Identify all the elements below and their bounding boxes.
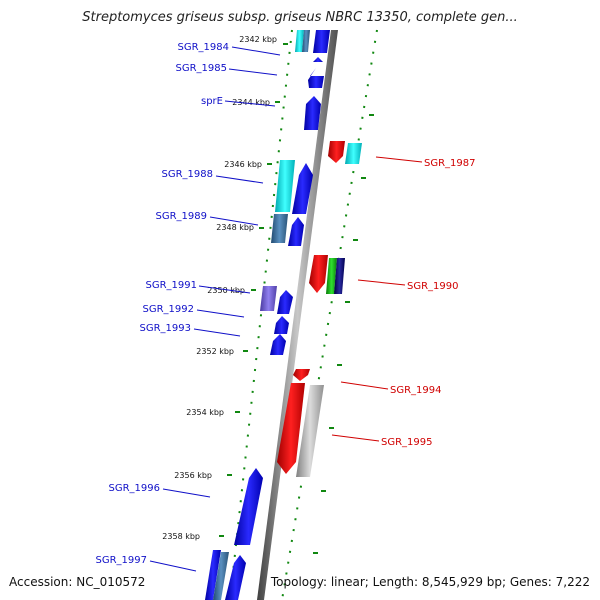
gene-sgr-1990a[interactable] xyxy=(309,255,328,293)
leader-line xyxy=(198,285,251,294)
gene-sgr-1989b[interactable] xyxy=(288,217,304,246)
leader-line xyxy=(162,488,211,498)
gene-label[interactable]: sprE xyxy=(201,96,223,107)
gene-sgr-1987[interactable] xyxy=(345,143,362,164)
gene-label[interactable]: SGR_1997 xyxy=(96,555,148,566)
leader-line xyxy=(231,46,281,56)
tick-label: 2358 kbp xyxy=(162,532,200,541)
gene-sgr-1997c[interactable] xyxy=(225,555,246,600)
gene-sgr-1997b[interactable] xyxy=(213,552,229,600)
gene-label[interactable]: SGR_1984 xyxy=(178,42,230,53)
leader-line xyxy=(340,381,389,390)
left-guide-line xyxy=(229,29,293,600)
gene-label[interactable]: SGR_1996 xyxy=(109,483,161,494)
leader-line xyxy=(149,560,197,572)
gene-labels-right: SGR_1987 SGR_1990 SGR_1994 SGR_1995 xyxy=(381,158,476,448)
tick-label: 2356 kbp xyxy=(174,471,212,480)
gene-label[interactable]: SGR_1988 xyxy=(162,169,214,180)
leader-line xyxy=(357,279,406,286)
leader-line xyxy=(215,175,264,184)
leader-line xyxy=(331,434,380,442)
gene-sgr-1983-part[interactable] xyxy=(295,30,304,52)
gene-label[interactable]: SGR_1989 xyxy=(156,211,208,222)
gene-sgr-1984[interactable] xyxy=(302,30,310,52)
accession-text: Accession: NC_010572 xyxy=(9,575,146,589)
gene-label[interactable]: SGR_1994 xyxy=(390,385,442,396)
gene-sgr-1990[interactable] xyxy=(334,258,345,294)
gene-label[interactable]: SGR_1995 xyxy=(381,437,433,448)
gene-sgr-1996[interactable] xyxy=(234,468,263,545)
gene-sgr-1988b[interactable] xyxy=(292,163,313,214)
gene-sprE[interactable] xyxy=(304,96,321,130)
gene-sgr-1994[interactable] xyxy=(293,369,310,381)
tick-label: 2352 kbp xyxy=(196,347,234,356)
gene-label[interactable]: SGR_1991 xyxy=(146,280,198,291)
topology-stats: Topology: linear; Length: 8,545,929 bp; … xyxy=(270,575,590,589)
gene-forward-top[interactable] xyxy=(313,30,330,53)
map-title: Streptomyces griseus subsp. griseus NBRC… xyxy=(82,10,518,25)
tick-label: 2348 kbp xyxy=(216,223,254,232)
gene-sgr-1991[interactable] xyxy=(260,286,277,311)
gene-sgr-1995[interactable] xyxy=(296,385,324,477)
gene-sgr-1997[interactable] xyxy=(205,550,221,600)
leader-line xyxy=(209,216,259,226)
gene-sgr-1990b[interactable] xyxy=(326,258,337,294)
gene-label[interactable]: SGR_1987 xyxy=(424,158,476,169)
gene-labels-left: SGR_1984 SGR_1985 sprE SGR_1988 SGR_1989… xyxy=(96,42,230,566)
gene-sgr-1993[interactable] xyxy=(274,316,289,334)
gene-label[interactable]: SGR_1993 xyxy=(140,323,192,334)
gene-sgr-1988[interactable] xyxy=(275,160,295,212)
gene-label[interactable]: SGR_1992 xyxy=(143,304,195,315)
gene-sgr-1985[interactable] xyxy=(308,68,324,88)
leader-line xyxy=(228,68,278,76)
tick-label: 2342 kbp xyxy=(239,35,277,44)
tick-label: 2346 kbp xyxy=(224,160,262,169)
gene-label[interactable]: SGR_1985 xyxy=(176,63,228,74)
gene-sgr-1989[interactable] xyxy=(271,214,288,243)
gene-sgr-1986[interactable] xyxy=(328,141,345,163)
forward-genes xyxy=(205,30,330,600)
gene-sgr-1995a[interactable] xyxy=(277,383,305,474)
leader-line xyxy=(193,328,241,337)
tick-label: 2344 kbp xyxy=(232,98,270,107)
tick-label: 2350 kbp xyxy=(207,286,245,295)
leader-lines xyxy=(149,46,423,572)
tick-marks xyxy=(219,43,374,554)
leader-line xyxy=(196,309,245,318)
gene-label[interactable]: SGR_1990 xyxy=(407,281,459,292)
gene-sgr-1985-small[interactable] xyxy=(313,57,323,62)
leader-line xyxy=(224,100,276,107)
gene-sgr-1992[interactable] xyxy=(277,290,293,314)
chromosome-backbone xyxy=(257,30,338,600)
tick-labels: 2342 kbp 2344 kbp 2346 kbp 2348 kbp 2350… xyxy=(162,35,277,541)
leader-line xyxy=(375,156,423,163)
gene-sgr-1993b[interactable] xyxy=(270,334,286,355)
reverse-genes xyxy=(277,141,362,477)
tick-label: 2354 kbp xyxy=(186,408,224,417)
